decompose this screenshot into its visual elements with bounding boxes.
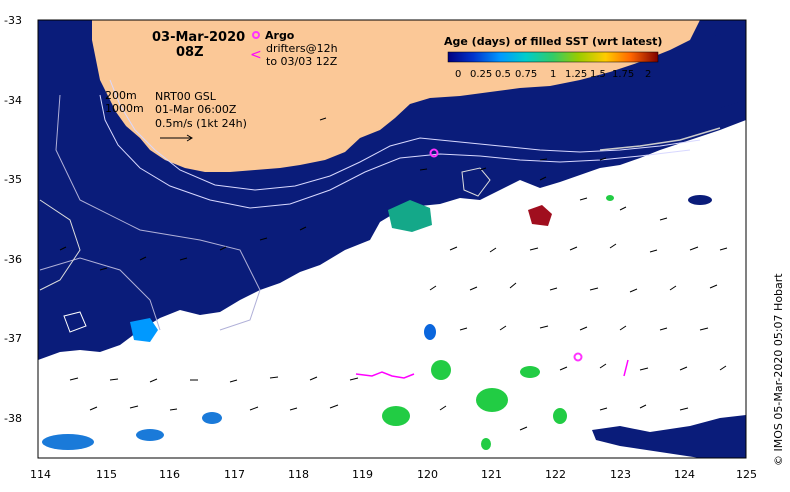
lat-tick: -34	[4, 94, 22, 107]
gsl-label: NRT00 GSL	[155, 90, 217, 103]
legend-tick: 0.75	[515, 69, 537, 80]
contour-200-label: 200m	[105, 89, 137, 102]
gsl-time: 01-Mar 06:00Z	[155, 103, 237, 116]
legend-tick: 0.25	[470, 69, 492, 80]
lon-tick: 119	[352, 468, 373, 481]
legend-ticks: 0 0.25 0.5 0.75 1 1.25 1.5 1.75 2	[455, 69, 651, 80]
lon-tick: 117	[224, 468, 245, 481]
lon-tick: 122	[545, 468, 566, 481]
legend-tick: 1.75	[612, 69, 634, 80]
legend-tick: 1.5	[590, 69, 606, 80]
speed-reference: 0.5m/s (1kt 24h)	[155, 117, 247, 130]
contour-1000-label: 1000m	[105, 102, 144, 115]
lat-tick: -38	[4, 412, 22, 425]
credit-label: © IMOS 05-Mar-2020 05:07 Hobart	[772, 273, 785, 466]
lon-tick: 115	[96, 468, 117, 481]
current-vectors	[59, 117, 728, 431]
legend-tick: 2	[645, 69, 651, 80]
lon-tick: 121	[481, 468, 502, 481]
lat-tick: -35	[4, 173, 22, 186]
argo-float-marker	[429, 148, 439, 158]
legend-colorbar	[447, 51, 659, 63]
legend-title: Age (days) of filled SST (wrt latest)	[444, 35, 662, 48]
latitude-axis: -33 -34 -35 -36 -37 -38	[4, 14, 22, 425]
map-time: 08Z	[176, 45, 204, 60]
speed-reference-arrow	[160, 134, 193, 142]
drifters-label-1: drifters@12h	[266, 42, 338, 55]
map-date: 03-Mar-2020	[152, 30, 245, 45]
lat-tick: -37	[4, 332, 22, 345]
lon-tick: 120	[417, 468, 438, 481]
lon-tick: 124	[674, 468, 695, 481]
lon-tick: 125	[736, 468, 757, 481]
lon-tick: 116	[159, 468, 180, 481]
plot-frame	[37, 19, 747, 459]
drifter-legend-symbol: <	[250, 47, 262, 63]
legend-tick: 1.25	[565, 69, 587, 80]
lat-tick: -36	[4, 253, 22, 266]
map-body	[38, 20, 746, 458]
drifters-label-2: to 03/03 12Z	[266, 55, 338, 68]
legend-tick: 0.5	[495, 69, 511, 80]
lon-tick: 118	[288, 468, 309, 481]
lon-tick: 123	[610, 468, 631, 481]
longitude-axis: 114 115 116 117 118 119 120 121 122 123 …	[30, 468, 757, 481]
drifter-track	[355, 371, 415, 379]
lat-tick: -33	[4, 14, 22, 27]
argo-float-marker	[573, 352, 583, 362]
argo-label: Argo	[265, 29, 295, 42]
legend-tick: 0	[455, 69, 461, 80]
lon-tick: 114	[30, 468, 51, 481]
argo-legend-marker	[252, 31, 260, 39]
legend-tick: 1	[550, 69, 556, 80]
